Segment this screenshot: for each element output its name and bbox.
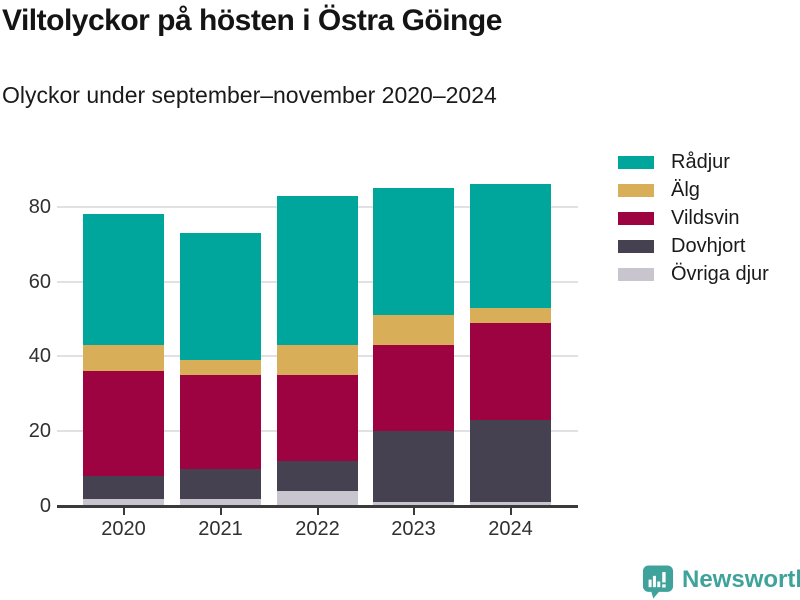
x-tick-label-2020: 2020 [101, 518, 146, 540]
bar-column-2020 [83, 214, 164, 506]
brand-name: Newsworthy [682, 566, 800, 593]
legend-swatch-Dovhjort [618, 239, 654, 253]
brand-logo[interactable]: Newsworthy [642, 564, 800, 600]
bar-segment-2022-Dovhjort [277, 461, 358, 492]
bar-segment-2021-Övriga djur [180, 498, 261, 506]
legend-item-Dovhjort: Dovhjort [618, 234, 769, 257]
bar-segment-2022-Älg [277, 345, 358, 376]
x-tick-label-2024: 2024 [488, 518, 533, 540]
bar-segment-2023-Älg [373, 315, 454, 346]
legend-item-Rådjur: Rådjur [618, 150, 769, 173]
bar-segment-2023-Dovhjort [373, 431, 454, 503]
x-tick-2024 [509, 508, 512, 515]
legend-label-Älg: Älg [671, 178, 700, 201]
bar-segment-2021-Älg [180, 360, 261, 376]
bar-segment-2023-Övriga djur [373, 502, 454, 506]
y-tick-label-40: 40 [28, 345, 51, 368]
bar-segment-2021-Rådjur [180, 233, 261, 361]
legend-item-Vildsvin: Vildsvin [618, 206, 769, 229]
bar-segment-2023-Rådjur [373, 188, 454, 316]
chart-title: Viltolyckor på hösten i Östra Göinge [2, 4, 502, 37]
x-tick-2021 [219, 508, 222, 515]
legend-label-Vildsvin: Vildsvin [671, 206, 740, 229]
x-tick-label-2021: 2021 [198, 518, 243, 540]
legend-swatch-Rådjur [618, 155, 654, 169]
bar-segment-2020-Älg [83, 345, 164, 372]
bar-segment-2022-Övriga djur [277, 491, 358, 506]
legend-swatch-Vildsvin [618, 211, 654, 225]
y-tick-label-20: 20 [28, 420, 51, 443]
bar-segment-2021-Vildsvin [180, 375, 261, 469]
bar-segment-2020-Vildsvin [83, 371, 164, 477]
bar-segment-2024-Dovhjort [470, 420, 551, 503]
bar-segment-2024-Vildsvin [470, 322, 551, 421]
bar-segment-2022-Rådjur [277, 195, 358, 346]
x-tick-label-2022: 2022 [295, 518, 340, 540]
x-axis-line [57, 505, 578, 508]
legend-label-Övriga djur: Övriga djur [671, 262, 769, 285]
legend: Rådjur Älg Vildsvin Dovhjort Övriga djur [618, 150, 769, 292]
bar-segment-2020-Dovhjort [83, 476, 164, 499]
y-tick-label-60: 60 [28, 270, 51, 293]
bar-segment-2023-Vildsvin [373, 345, 454, 432]
bar-column-2022 [277, 195, 358, 506]
bar-segment-2021-Dovhjort [180, 468, 261, 499]
legend-item-Älg: Älg [618, 178, 769, 201]
bar-segment-2022-Vildsvin [277, 375, 358, 462]
bar-column-2021 [180, 233, 261, 506]
plot-area: 0 20 40 60 80 2020 2021 2022 2023 2024 [29, 177, 578, 540]
bar-segment-2024-Övriga djur [470, 502, 551, 506]
legend-label-Dovhjort: Dovhjort [671, 234, 746, 257]
bar-column-2024 [470, 184, 551, 506]
bar-column-2023 [373, 188, 454, 506]
bar-segment-2024-Rådjur [470, 184, 551, 308]
legend-swatch-Älg [618, 183, 654, 197]
legend-item-Övriga djur: Övriga djur [618, 262, 769, 285]
x-tick-2020 [122, 508, 125, 515]
bar-segment-2020-Övriga djur [83, 498, 164, 506]
y-tick-label-80: 80 [28, 195, 51, 218]
y-tick-label-0: 0 [39, 495, 51, 517]
x-tick-2022 [316, 508, 319, 515]
chart-subtitle: Olyckor under september–november 2020–20… [2, 82, 497, 108]
legend-swatch-Övriga djur [618, 267, 654, 281]
bar-segment-2024-Älg [470, 307, 551, 323]
x-tick-label-2023: 2023 [391, 518, 436, 540]
x-tick-2023 [412, 508, 415, 515]
legend-label-Rådjur: Rådjur [671, 150, 730, 173]
bar-segment-2020-Rådjur [83, 214, 164, 346]
newsworthy-pin-chart-icon [642, 564, 674, 600]
